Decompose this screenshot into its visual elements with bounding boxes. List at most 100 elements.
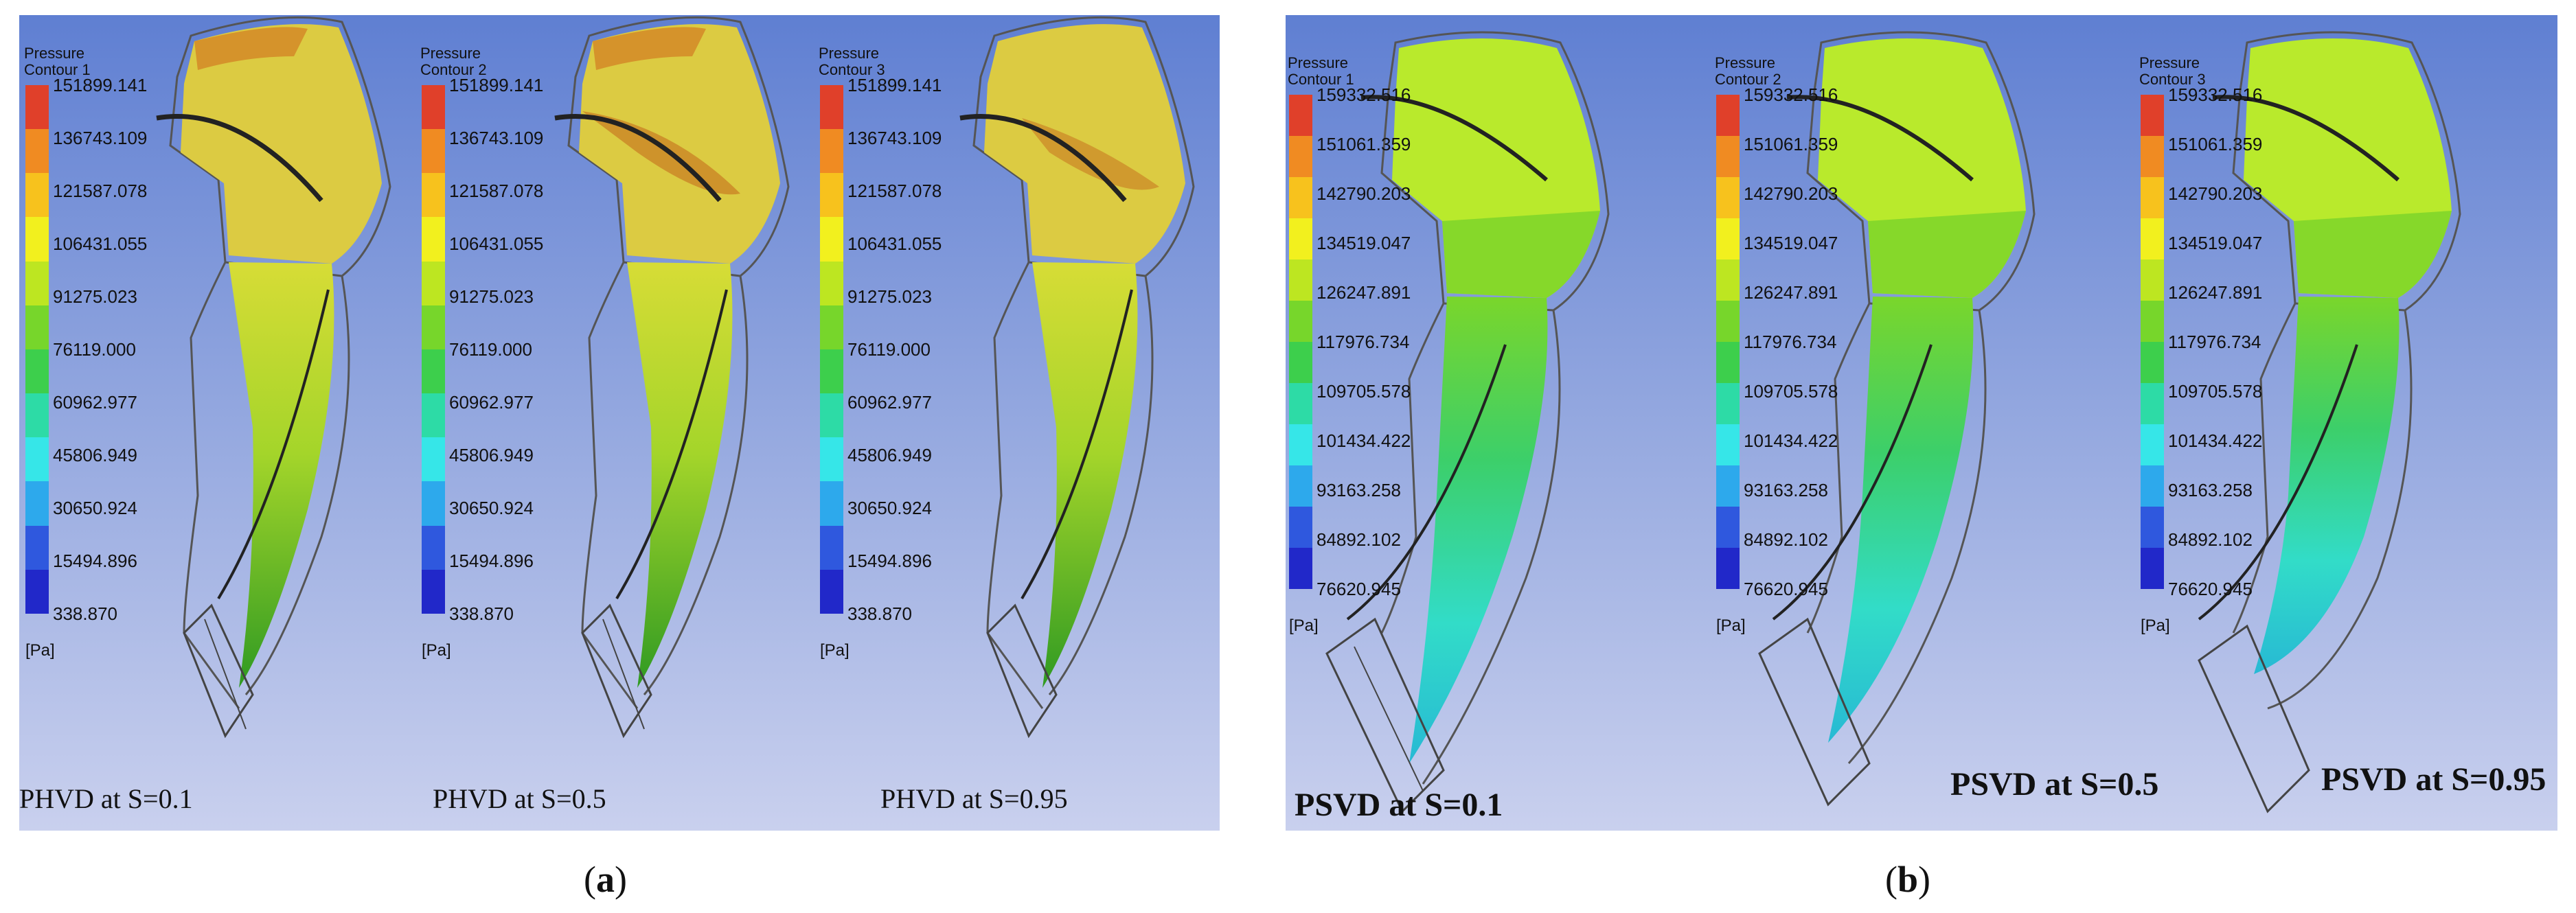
case-label-a1: PHVD at S=0.1 [19,783,193,814]
colorbar-strip [820,85,843,614]
colorbar-swatch [25,173,49,218]
colorbar-swatch [422,217,445,262]
colorbar-level-label: 151061.359 [1744,134,1838,154]
colorbar-swatch [422,85,445,130]
colorbar-level-label: 45806.949 [449,445,534,465]
colorbar-swatch [820,173,843,218]
colorbar-level-label: 126247.891 [1317,282,1411,303]
colorbar-swatch [1289,507,1312,548]
colorbar-swatch [2141,301,2164,342]
colorbar-swatch [422,129,445,174]
colorbar-unit: [Pa] [422,641,451,660]
colorbar-swatch [2141,136,2164,177]
colorbar-strip [422,85,445,614]
colorbar-strip [25,85,49,614]
colorbar-swatch [422,437,445,482]
colorbar-title: Pressure Contour 1 [24,45,91,78]
colorbar-swatch [820,481,843,526]
colorbar-level-label: 151899.141 [53,75,148,95]
colorbar-level-label: 136743.109 [53,128,148,148]
colorbar-swatch [1716,136,1740,177]
colorbar-level-label: 76119.000 [449,339,532,360]
colorbar-swatch [25,569,49,614]
colorbar-swatch [1716,95,1740,136]
colorbar-swatch [25,261,49,305]
colorbar-swatch [2141,548,2164,589]
colorbar-swatch [1716,507,1740,548]
contour-plots-a [156,16,1195,739]
colorbar-swatch [422,261,445,305]
colorbar-swatch [1289,465,1312,507]
colorbar-level-label: 93163.258 [1744,480,1828,500]
colorbar-swatch [1289,383,1312,424]
blade-contour-a2 [554,16,790,739]
case-label-b2: PSVD at S=0.5 [1950,766,2159,802]
colorbar-unit: [Pa] [25,641,55,660]
colorbar-swatch [25,481,49,526]
colorbar-swatch [820,217,843,262]
colorbar-level-label: 109705.578 [2168,381,2263,402]
colorbar-swatch [1289,218,1312,259]
colorbar-swatch [25,217,49,262]
colorbar-level-label: 101434.422 [1744,430,1838,451]
colorbar-level-label: 134519.047 [1317,233,1411,253]
colorbar-swatch [1289,548,1312,589]
colorbar-level-label: 136743.109 [449,128,544,148]
colorbar-swatch [820,85,843,130]
colorbar-level-label: 101434.422 [2168,430,2263,451]
colorbar-swatch [422,569,445,614]
colorbar-swatch [1289,342,1312,383]
colorbar-level-label: 91275.023 [449,286,534,307]
colorbar-level-label: 109705.578 [1317,381,1411,402]
colorbar-swatch [1289,177,1312,218]
colorbar-swatch [820,349,843,394]
colorbar-swatch [2141,95,2164,136]
colorbar-title: Pressure Contour 2 [420,45,487,78]
panel-b [1286,15,2557,831]
panel-a [19,15,1220,831]
sublabel-a: (a) [584,859,627,900]
colorbar-swatch [820,129,843,174]
colorbar-level-label: 134519.047 [2168,233,2263,253]
colorbar-swatch [25,393,49,438]
colorbar-level-label: 142790.203 [1317,183,1411,204]
blade-contour-b3 [2198,31,2461,813]
colorbar-level-label: 76620.945 [1317,579,1401,599]
colorbar-level-label: 106431.055 [847,233,942,254]
colorbar-level-label: 134519.047 [1744,233,1838,253]
colorbar-swatch [820,393,843,438]
colorbar-swatch [2141,259,2164,301]
colorbar-swatch [1716,424,1740,465]
colorbar-level-label: 15494.896 [449,551,534,571]
colorbar-level-label: 142790.203 [1744,183,1838,204]
colorbar-level-label: 30650.924 [53,498,137,518]
colorbar-level-label: 84892.102 [2168,529,2253,550]
colorbar-level-label: 84892.102 [1744,529,1828,550]
colorbar-swatch [1716,342,1740,383]
colorbar-level-label: 84892.102 [1317,529,1401,550]
colorbar-level-label: 101434.422 [1317,430,1411,451]
colorbar-strip [2141,95,2164,589]
colorbar-swatch [1716,301,1740,342]
colorbar-level-label: 15494.896 [53,551,137,571]
colorbar-level-label: 76119.000 [847,339,931,360]
colorbar-unit: [Pa] [820,641,850,660]
colorbar-level-label: 45806.949 [847,445,932,465]
case-label-b1: PSVD at S=0.1 [1295,787,1503,823]
colorbar-level-label: 91275.023 [847,286,932,307]
colorbar-level-label: 151061.359 [2168,134,2263,154]
colorbar-swatch [25,437,49,482]
sublabel-b: (b) [1885,859,1931,900]
colorbar-title: Pressure Contour 1 [1288,54,1354,88]
colorbar-unit: [Pa] [1716,616,1746,635]
colorbar-swatch [1289,301,1312,342]
colorbar-swatch [1716,177,1740,218]
colorbar-level-label: 151899.141 [449,75,544,95]
colorbar-level-label: 60962.977 [449,392,534,413]
colorbar-strip [1289,95,1312,589]
colorbar-swatch [2141,383,2164,424]
colorbar-level-label: 30650.924 [847,498,932,518]
blade-contour-b2 [1758,31,2036,807]
colorbar-level-label: 93163.258 [1317,480,1401,500]
colorbar-swatch [1289,136,1312,177]
